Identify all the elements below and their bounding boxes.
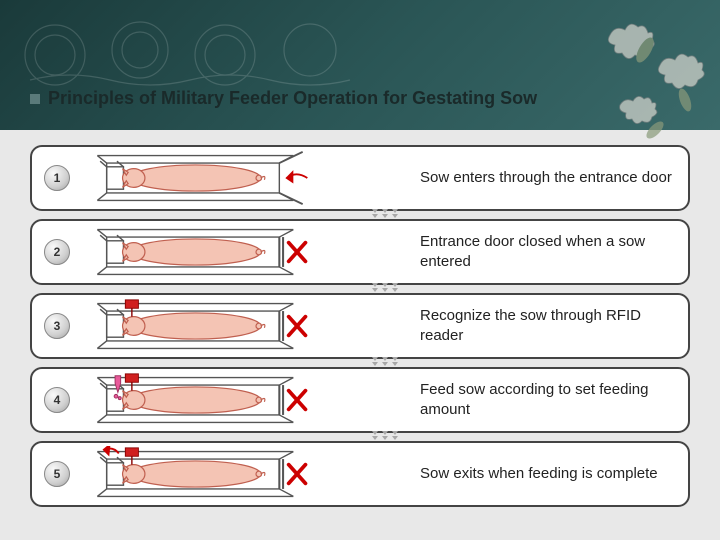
page-title: Principles of Military Feeder Operation … [48,88,537,109]
step-diagram [82,150,332,206]
step-number-badge: 1 [44,165,70,191]
step-description: Entrance door closed when a sow entered [420,232,676,273]
step-number-badge: 3 [44,313,70,339]
step-row: 1 Sow enters through the entrance door [30,145,690,211]
page-title-bar: Principles of Military Feeder Operation … [30,88,537,109]
step-connector-icon [370,282,400,296]
step-description: Sow enters through the entrance door [420,168,676,188]
step-number-badge: 4 [44,387,70,413]
background-ornament-left [10,10,410,100]
step-description: Recognize the sow through RFID reader [420,306,676,347]
step-connector-icon [370,430,400,444]
step-number-badge: 5 [44,461,70,487]
step-diagram [82,298,332,354]
step-row: 3 Recognize the sow through RFID reader [30,293,690,359]
step-row: 5 Sow exits when feeding is complete [30,441,690,507]
step-connector-icon [370,356,400,370]
step-diagram [82,446,332,502]
steps-container: 1 Sow enters through the entrance door [30,145,690,507]
title-bullet-icon [30,94,40,104]
step-row: 4 Feed sow according to set fee [30,367,690,433]
step-connector-icon [370,208,400,222]
step-diagram [82,224,332,280]
step-description: Sow exits when feeding is complete [420,464,676,484]
step-row: 2 Entrance door closed when a sow entere… [30,219,690,285]
step-diagram [82,372,332,428]
step-description: Feed sow according to set feeding amount [420,380,676,421]
step-number-badge: 2 [44,239,70,265]
background-ornament-right [590,5,710,155]
